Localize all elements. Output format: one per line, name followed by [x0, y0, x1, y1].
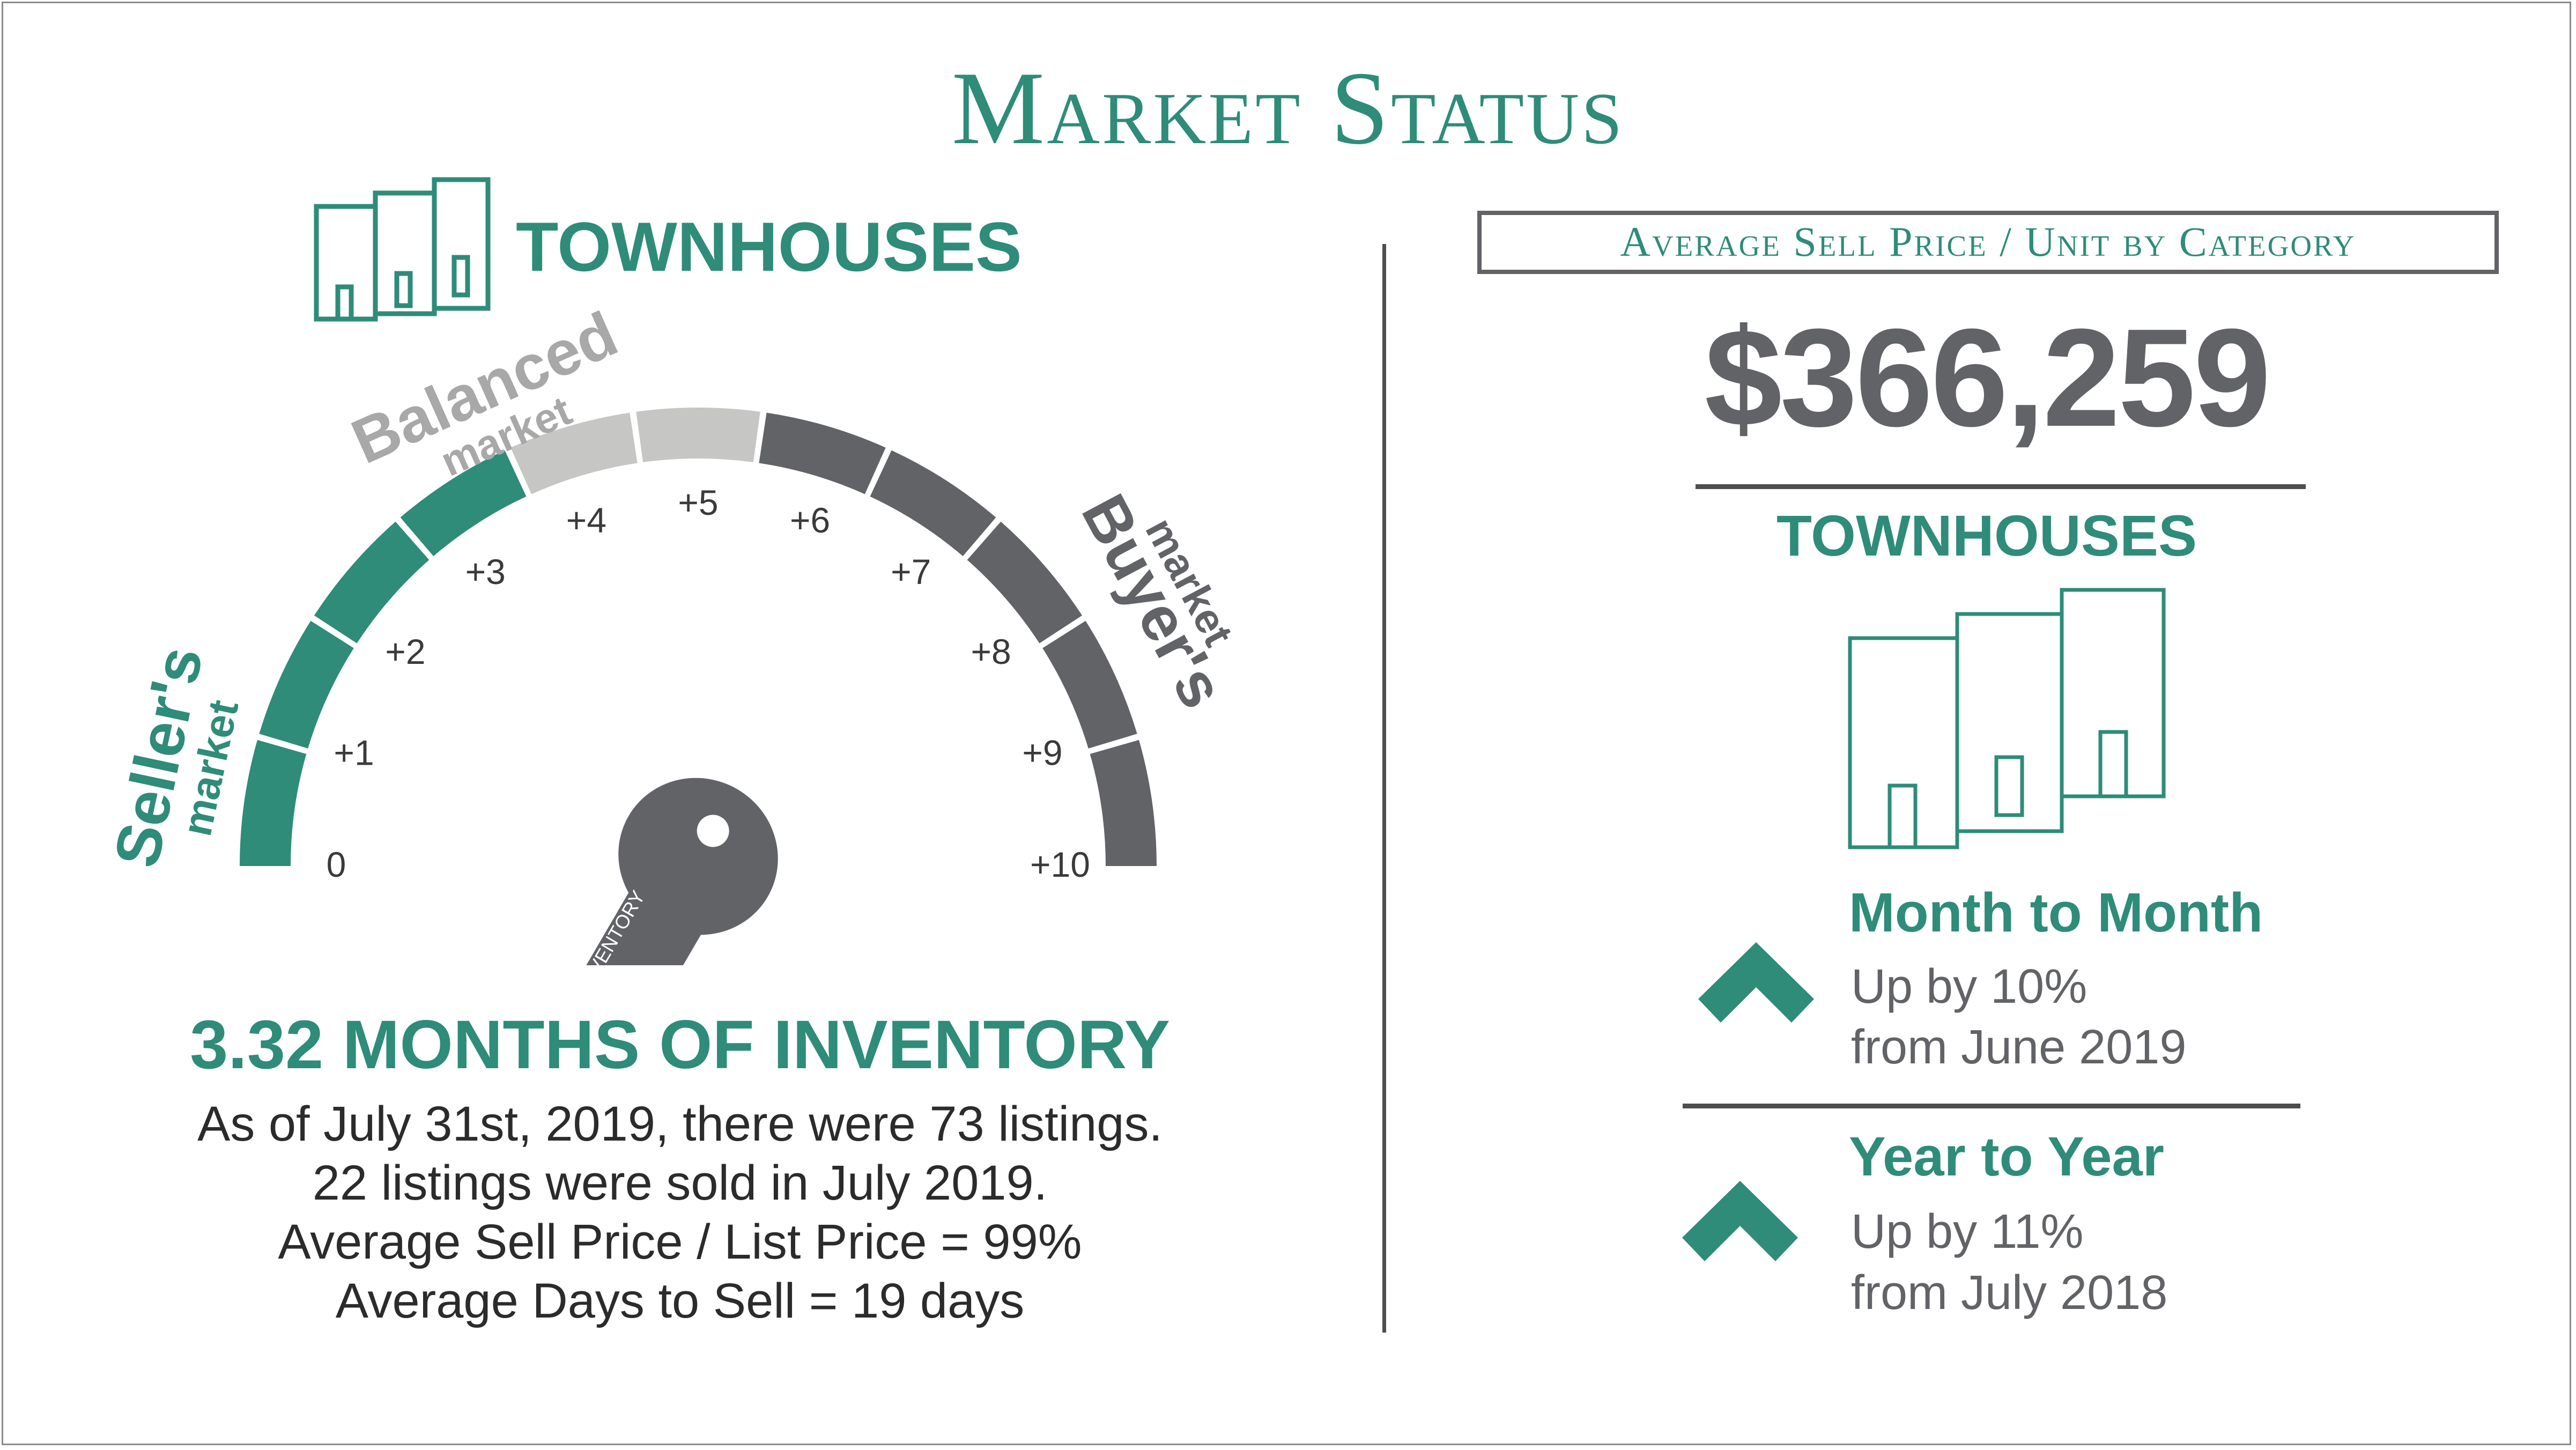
gauge-segment — [240, 739, 307, 866]
gauge-tick-label: +7 — [891, 552, 931, 591]
gauge-segment — [636, 408, 760, 462]
inventory-headline: 3.32 MONTHS OF INVENTORY — [190, 1007, 1170, 1083]
gauge-segment — [870, 450, 996, 557]
gauge-segment — [967, 521, 1083, 643]
gauge-tick-label: +3 — [465, 552, 506, 591]
gauge-tick-label: 0 — [327, 845, 346, 884]
gauge-segment — [259, 620, 354, 749]
gauge-tick-label: +5 — [678, 483, 718, 522]
trend-title-month: Month to Month — [1849, 882, 2263, 943]
price-underline — [1696, 484, 2306, 489]
gauge-segment — [510, 412, 638, 494]
gauge-segment — [759, 412, 886, 494]
trend-period-year: from July 2018 — [1851, 1266, 2168, 1320]
price-category: TOWNHOUSES — [1776, 503, 2197, 568]
summary-line: 22 listings were sold in July 2019. — [312, 1156, 1048, 1210]
gauge-tick-label: +8 — [971, 632, 1011, 671]
category-label: TOWNHOUSES — [516, 208, 1022, 286]
trend-title-year: Year to Year — [1849, 1126, 2164, 1187]
summary-line: Average Sell Price / List Price = 99% — [278, 1215, 1082, 1269]
inventory-gauge: 0+1+2+3+4 +5 +6+7+8+9+10Seller'smarketBala… — [101, 298, 1233, 965]
townhouse-icon-large — [1848, 588, 2166, 849]
key-pointer-icon: 3.32MMONTHS OF INVENTORY — [510, 778, 778, 965]
up-arrow-icon — [1698, 942, 1814, 1023]
page-title: Market Status — [951, 50, 1625, 166]
summary-line: Average Days to Sell = 19 days — [335, 1274, 1025, 1328]
gauge-tick-label: +4 — [566, 500, 606, 540]
summary-line: As of July 31st, 2019, there were 73 lis… — [197, 1097, 1163, 1151]
up-arrow-icon — [1682, 1181, 1798, 1261]
gauge-segment — [1090, 739, 1157, 866]
townhouse-icon — [314, 177, 491, 322]
gauge-segment — [400, 450, 527, 557]
average-price: $366,259 — [1704, 300, 2271, 456]
column-divider — [1382, 244, 1386, 1333]
trend-period-month: from June 2019 — [1851, 1020, 2187, 1074]
gauge-tick-label: +2 — [385, 632, 425, 671]
trend-change-year: Up by 11% — [1851, 1205, 2084, 1259]
gauge-segment — [1042, 620, 1137, 749]
price-category-label: Average Sell Price / Unit by Category — [1620, 218, 2356, 265]
gauge-tick-label: +9 — [1022, 733, 1062, 772]
trend-change-month: Up by 10% — [1851, 960, 2088, 1013]
gauge-tick-label: +10 — [1030, 845, 1090, 884]
gauge-segment — [314, 521, 430, 643]
price-category-box: Average Sell Price / Unit by Category — [1477, 211, 2499, 274]
gauge-tick-label: +1 — [334, 733, 374, 772]
gauge-tick-label: +6 — [790, 500, 830, 540]
trend-separator — [1683, 1104, 2300, 1108]
